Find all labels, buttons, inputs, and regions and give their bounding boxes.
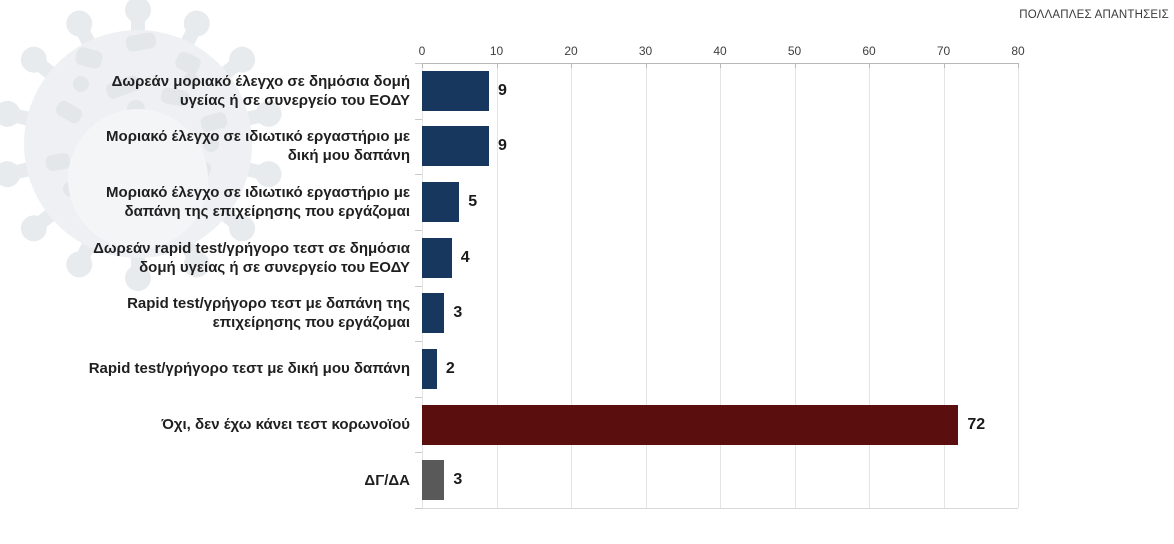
axis-tick — [720, 63, 721, 68]
bar-value-label: 72 — [967, 415, 986, 433]
bar — [422, 237, 452, 278]
category-label: Όχι, δεν έχω κάνει τεστ κορωνοϊού — [161, 416, 410, 434]
x-tick-label: 70 — [936, 44, 951, 58]
gridline — [571, 63, 572, 508]
gridline — [496, 63, 498, 508]
axis-tick — [422, 63, 423, 68]
category-label: Rapid test/γρήγορο τεστ με δαπάνη της επ… — [127, 295, 410, 332]
bar-value-label: 2 — [445, 359, 455, 377]
gridline — [869, 63, 870, 508]
category-label: Δωρεάν rapid test/γρήγορο τεστ σε δημόσι… — [93, 239, 410, 276]
bar-value-label: 9 — [498, 137, 507, 155]
gridline — [645, 63, 647, 508]
row-boundary-tick — [415, 341, 422, 343]
row-boundary-tick — [415, 229, 422, 231]
axis-tick — [496, 63, 498, 68]
category-label: Δωρεάν μοριακό έλεγχο σε δημόσια δομή υγ… — [111, 72, 410, 109]
bar — [422, 182, 460, 223]
gridline — [720, 63, 721, 508]
axis-tick — [794, 63, 796, 68]
bar-value-label: 3 — [453, 471, 463, 489]
row-boundary-tick — [415, 452, 422, 454]
row-boundary-tick — [415, 174, 422, 176]
multiple-answers-note: ΠΟΛΛΑΠΛΕΣ ΑΠΑΝΤΗΣΕΙΣ — [1019, 9, 1169, 21]
bar — [422, 293, 445, 334]
coronavirus-watermark-image — [0, 0, 282, 291]
bar — [422, 126, 490, 167]
category-label: ΔΓ/ΔΑ — [364, 471, 410, 489]
gridline — [422, 63, 423, 508]
x-tick-label: 50 — [787, 44, 802, 58]
bar-value-label: 5 — [468, 193, 478, 211]
bar — [422, 348, 437, 389]
plot-bottom-line — [422, 508, 1018, 509]
row-boundary-tick — [415, 285, 422, 287]
x-tick-label: 40 — [713, 44, 727, 58]
gridline — [943, 63, 945, 508]
row-boundary-tick — [415, 396, 422, 398]
axis-tick — [869, 63, 870, 68]
category-label: Μοριακό έλεγχο σε ιδιωτικό εργαστήριο με… — [106, 128, 410, 165]
bar — [422, 70, 490, 111]
category-label: Μοριακό έλεγχο σε ιδιωτικό εργαστήριο με… — [106, 184, 410, 221]
x-tick-label: 10 — [489, 44, 504, 58]
axis-tick — [943, 63, 945, 68]
bar-value-label: 9 — [498, 81, 507, 99]
gridline — [794, 63, 796, 508]
gridline — [1018, 63, 1019, 508]
x-tick-label: 60 — [862, 44, 876, 58]
row-boundary-tick — [415, 508, 422, 509]
axis-tick — [1018, 63, 1019, 68]
x-tick-label: 20 — [564, 44, 578, 58]
row-boundary-tick — [415, 63, 422, 64]
x-tick-label: 30 — [638, 44, 653, 58]
row-boundary-tick — [415, 118, 422, 120]
x-tick-label: 80 — [1011, 44, 1025, 58]
axis-tick — [571, 63, 572, 68]
bar — [422, 460, 445, 501]
bar-value-label: 4 — [460, 248, 470, 266]
bar — [422, 404, 959, 445]
category-label: Rapid test/γρήγορο τεστ με δική μου δαπά… — [88, 360, 410, 378]
axis-tick — [645, 63, 647, 68]
x-tick-label: 0 — [418, 44, 426, 58]
bar-value-label: 3 — [453, 304, 463, 322]
